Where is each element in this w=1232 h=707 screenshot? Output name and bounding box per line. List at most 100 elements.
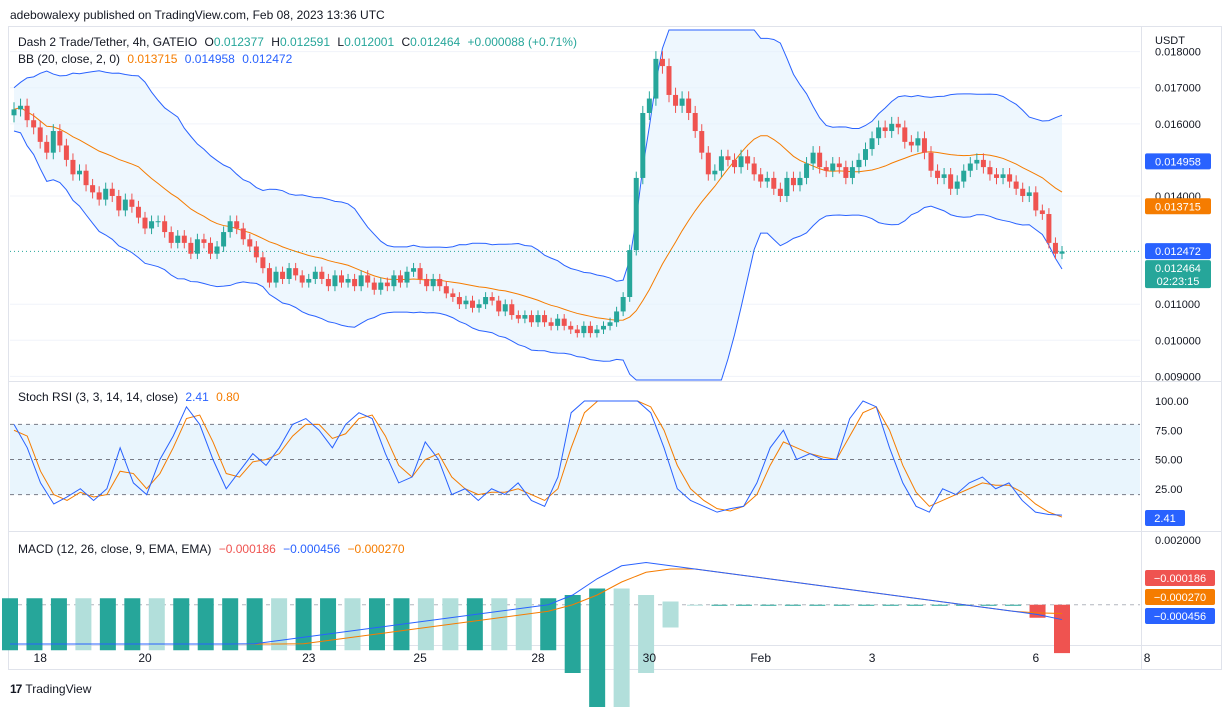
tradingview-logo-icon: 17 bbox=[10, 682, 22, 696]
candle-body bbox=[515, 315, 521, 319]
candle-body bbox=[863, 149, 868, 160]
candle-body bbox=[921, 138, 927, 153]
candle-body bbox=[135, 206, 141, 218]
candle-body bbox=[967, 163, 973, 171]
candle-body bbox=[181, 235, 187, 243]
price-axis-label: 0.012472 bbox=[1155, 246, 1201, 258]
macd-histogram-bar bbox=[50, 598, 67, 651]
stoch-k-axis-bg bbox=[1145, 510, 1185, 526]
candle-body bbox=[437, 278, 443, 287]
price-tick-label: 0.009000 bbox=[1155, 371, 1201, 383]
close-label: C0.012464 bbox=[401, 35, 461, 49]
macd-tick-label: 0.002000 bbox=[1155, 535, 1201, 547]
price-tick-label: 0.018000 bbox=[1155, 47, 1201, 59]
bb-fill bbox=[14, 30, 1062, 380]
candle-body bbox=[77, 170, 82, 175]
candle-body bbox=[777, 188, 783, 196]
candle-body bbox=[227, 221, 233, 233]
candle-body bbox=[705, 152, 711, 175]
candle-body bbox=[358, 275, 364, 287]
macd-axis-label: −0.000270 bbox=[1154, 592, 1206, 604]
candle-body bbox=[253, 246, 259, 258]
macd-histogram-bar bbox=[564, 595, 581, 673]
candle-body bbox=[568, 325, 574, 330]
macd-histogram-bar bbox=[809, 604, 826, 606]
time-axis-label: 25 bbox=[413, 651, 427, 665]
candle-body bbox=[70, 159, 76, 175]
candle-body bbox=[974, 159, 980, 164]
macd-histogram-bar bbox=[124, 598, 141, 651]
stoch-tick-label: 75.00 bbox=[1155, 425, 1183, 437]
candle-body bbox=[895, 123, 901, 128]
stoch-tick-label: 100.00 bbox=[1155, 396, 1189, 408]
candle-body bbox=[371, 282, 377, 290]
candle-body bbox=[614, 311, 620, 323]
candle-body bbox=[790, 177, 796, 186]
candle-body bbox=[83, 170, 89, 186]
candle-body bbox=[594, 329, 600, 334]
candle-body bbox=[718, 156, 724, 171]
candle-body bbox=[37, 127, 43, 142]
candle-body bbox=[57, 131, 63, 146]
candle-body bbox=[365, 275, 371, 283]
candle-body bbox=[470, 300, 475, 308]
price-axis-label-bg bbox=[1145, 153, 1211, 170]
candle-body bbox=[732, 159, 737, 168]
price-legend: Dash 2 Trade/Tether, 4h, GATEIO O0.01237… bbox=[18, 35, 581, 49]
publisher-line: adebowalexy published on TradingView.com… bbox=[10, 8, 385, 22]
candle-body bbox=[980, 159, 986, 168]
macd-histogram-bar bbox=[540, 598, 557, 651]
candle-body bbox=[712, 170, 718, 175]
macd-histogram-bar bbox=[638, 595, 655, 673]
candle-body bbox=[325, 278, 331, 287]
bb-lower-line bbox=[13, 130, 1063, 381]
candle-body bbox=[424, 278, 430, 287]
candle-body bbox=[332, 275, 338, 287]
price-tick-label: 0.016000 bbox=[1155, 119, 1201, 131]
candle-body bbox=[299, 275, 305, 283]
time-axis-label: 3 bbox=[869, 651, 876, 665]
macd-histogram-bar bbox=[222, 598, 239, 651]
candle-body bbox=[1000, 174, 1006, 178]
symbol-label: Dash 2 Trade/Tether, 4h, GATEIO bbox=[18, 35, 198, 49]
candle-body bbox=[849, 167, 855, 178]
candle-body bbox=[1039, 210, 1045, 215]
candle-body bbox=[149, 221, 155, 229]
macd-histogram-bar bbox=[980, 604, 997, 606]
candle-body bbox=[764, 177, 770, 182]
candle-body bbox=[502, 304, 508, 312]
candle-body bbox=[247, 239, 253, 247]
candle-body bbox=[175, 235, 181, 243]
stoch-band-fill bbox=[10, 424, 1140, 495]
stoch-d-line bbox=[13, 400, 1063, 518]
candle-body bbox=[24, 105, 30, 121]
candle-body bbox=[122, 199, 128, 211]
candle-body bbox=[876, 127, 882, 139]
stoch-k-axis-label: 2.41 bbox=[1154, 513, 1175, 525]
countdown-label: 02:23:15 bbox=[1157, 276, 1200, 288]
macd-axis-label-bg bbox=[1145, 589, 1215, 605]
macd-histogram-bar bbox=[320, 598, 337, 651]
macd-histogram-bar bbox=[173, 598, 190, 651]
macd-histogram-bar bbox=[466, 598, 483, 651]
candle-body bbox=[411, 268, 417, 272]
macd-histogram-bar bbox=[99, 598, 116, 651]
candle-body bbox=[528, 315, 534, 323]
candle-body bbox=[640, 112, 646, 178]
tradingview-brand[interactable]: 17 TradingView bbox=[10, 682, 91, 696]
candle-body bbox=[90, 185, 96, 193]
macd-histogram-bar bbox=[735, 604, 752, 606]
candle-body bbox=[810, 152, 816, 164]
price-axis-label: 0.012464 bbox=[1155, 263, 1201, 275]
candle-body bbox=[44, 141, 50, 153]
candle-body bbox=[646, 98, 652, 113]
candle-body bbox=[725, 156, 731, 160]
candle-body bbox=[509, 304, 515, 316]
candle-body bbox=[994, 174, 999, 178]
price-axis-label-bg bbox=[1145, 198, 1211, 215]
candle-body bbox=[535, 315, 541, 323]
candle-body bbox=[627, 250, 633, 298]
time-axis-label: 18 bbox=[34, 651, 48, 665]
stoch-k-line bbox=[13, 400, 1063, 516]
